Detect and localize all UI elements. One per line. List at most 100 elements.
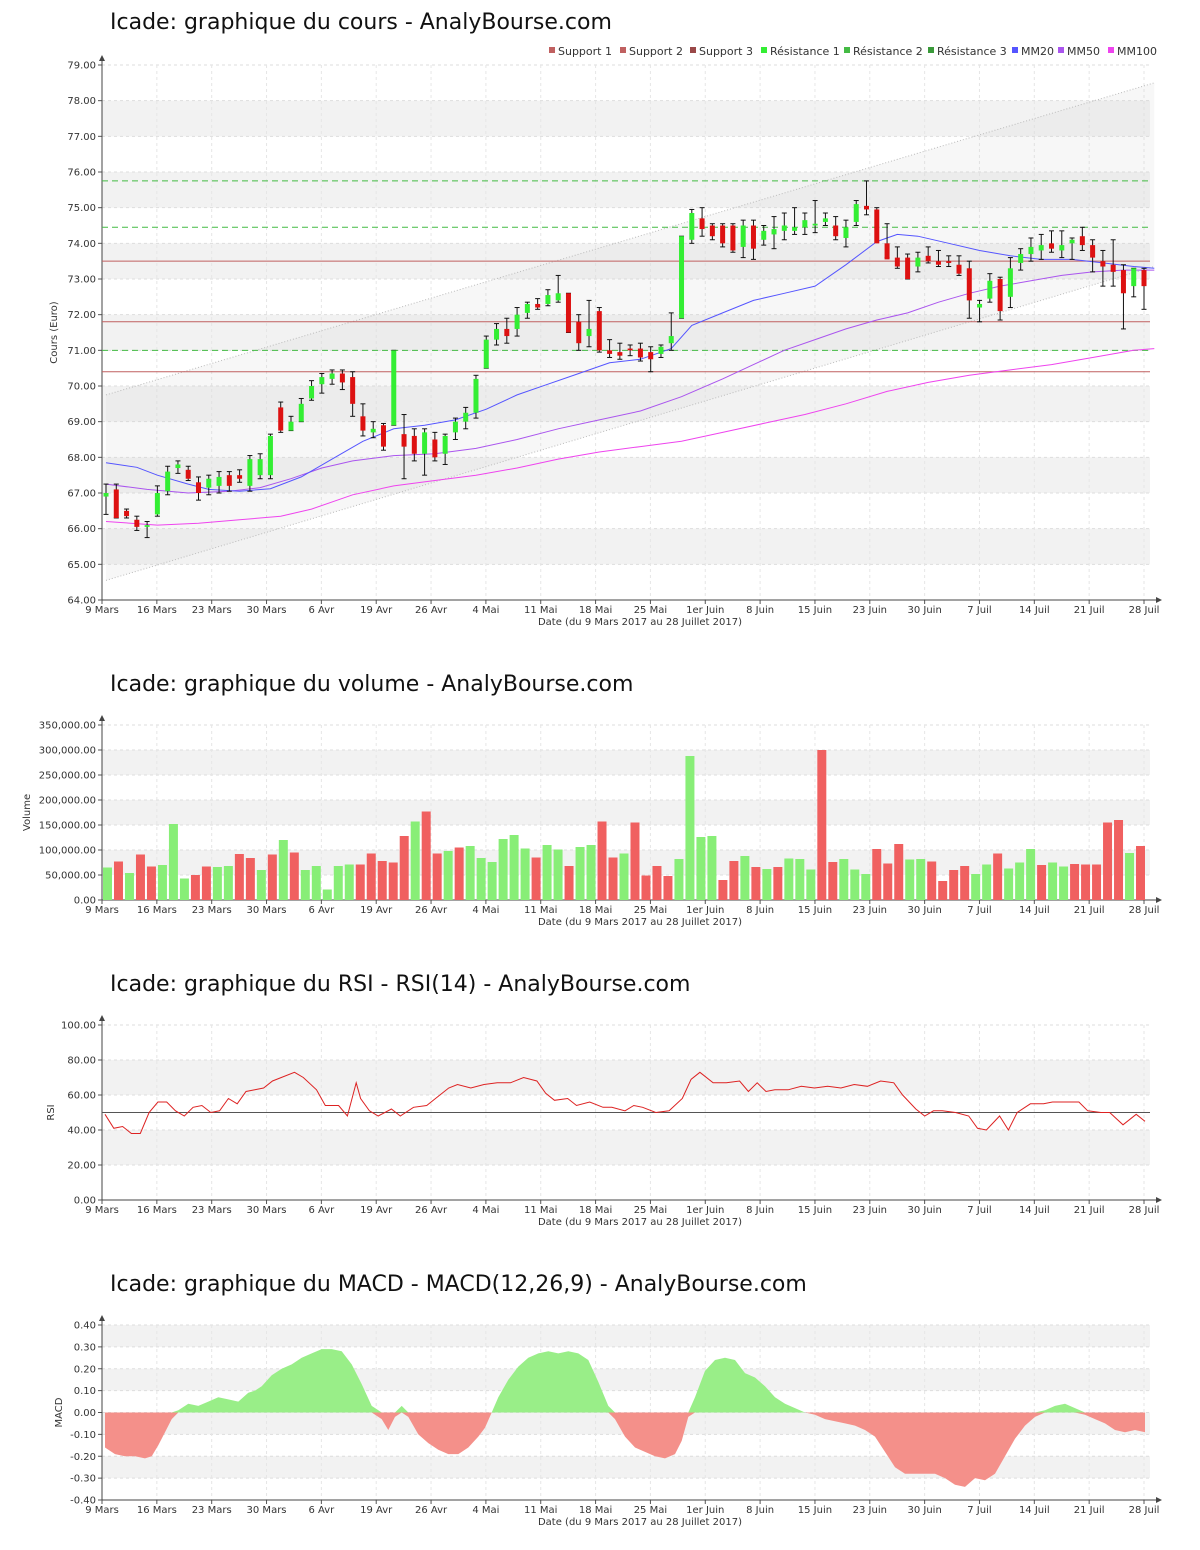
y-tick-label: 66.00 bbox=[67, 524, 96, 535]
volume-bar bbox=[993, 853, 1003, 900]
volume-bar bbox=[553, 849, 563, 900]
x-tick-label: 16 Mars bbox=[137, 1205, 177, 1216]
volume-bar bbox=[773, 867, 783, 900]
candle bbox=[483, 335, 489, 369]
legend-swatch bbox=[620, 47, 626, 53]
legend-label: Support 2 bbox=[629, 45, 683, 58]
x-tick-label: 4 Mai bbox=[472, 605, 499, 616]
y-tick-label: -0.30 bbox=[70, 1474, 96, 1485]
candle bbox=[1131, 267, 1137, 298]
volume-bar bbox=[432, 853, 442, 900]
legend-swatch bbox=[1058, 47, 1064, 53]
candle bbox=[709, 223, 715, 241]
x-tick-label: 21 Juil bbox=[1074, 605, 1105, 616]
y-tick-label: 79.00 bbox=[67, 61, 96, 72]
volume-bar bbox=[223, 866, 233, 900]
volume-bar bbox=[608, 857, 618, 900]
volume-bar bbox=[740, 856, 750, 900]
candle-body bbox=[185, 469, 191, 479]
grid-band bbox=[102, 172, 1150, 208]
volume-bar bbox=[784, 858, 794, 900]
x-tick-label: 18 Mai bbox=[579, 905, 612, 916]
candle-body bbox=[329, 373, 335, 379]
candle-body bbox=[915, 257, 921, 267]
candle bbox=[987, 273, 993, 303]
x-tick-label: 16 Mars bbox=[137, 905, 177, 916]
candle-body bbox=[1028, 246, 1034, 255]
x-tick-label: 26 Avr bbox=[415, 605, 448, 616]
candle bbox=[442, 433, 448, 465]
candle bbox=[432, 431, 438, 462]
candle-body bbox=[812, 223, 818, 226]
candle-body bbox=[925, 255, 931, 262]
volume-bar bbox=[839, 859, 849, 900]
candle-body bbox=[956, 264, 962, 274]
grid-band bbox=[102, 800, 1150, 825]
x-tick-label: 8 Juin bbox=[746, 905, 774, 916]
candle bbox=[1079, 226, 1085, 251]
candle bbox=[761, 225, 767, 246]
y-tick-label: 350,000.00 bbox=[39, 721, 96, 732]
x-tick-label: 8 Juin bbox=[746, 1505, 774, 1516]
candle-body bbox=[689, 213, 695, 240]
x-tick-label: 6 Avr bbox=[308, 605, 335, 616]
grid-band bbox=[102, 1130, 1150, 1165]
volume-bar bbox=[410, 821, 420, 900]
candle-body bbox=[339, 373, 345, 383]
candle-body bbox=[237, 475, 243, 479]
candle-body bbox=[668, 336, 674, 344]
candle bbox=[319, 373, 325, 394]
candle-body bbox=[853, 204, 859, 222]
candle bbox=[452, 417, 458, 440]
volume-bar bbox=[498, 839, 508, 900]
candle-body bbox=[319, 377, 325, 385]
x-tick-label: 23 Juin bbox=[853, 605, 887, 616]
candle bbox=[278, 401, 284, 433]
grid-band bbox=[102, 1060, 1150, 1095]
x-tick-label: 14 Juil bbox=[1019, 905, 1050, 916]
x-tick-label: 4 Mai bbox=[472, 1205, 499, 1216]
x-tick-label: 21 Juil bbox=[1074, 905, 1105, 916]
x-tick-label: 1er Juin bbox=[686, 1505, 724, 1516]
y-tick-label: 0.00 bbox=[74, 1196, 96, 1207]
y-tick-label: 0.30 bbox=[74, 1342, 96, 1353]
volume-bar bbox=[960, 866, 970, 900]
price-chart-title: Icade: graphique du cours - AnalyBourse.… bbox=[110, 10, 612, 35]
rsi-line bbox=[104, 1071, 1146, 1134]
volume-bar bbox=[289, 852, 299, 900]
candle bbox=[1007, 257, 1013, 309]
legend-label: Résistance 2 bbox=[853, 45, 923, 58]
candle bbox=[812, 200, 818, 234]
grid-band bbox=[102, 528, 1150, 565]
candle-body bbox=[1120, 270, 1126, 294]
candle bbox=[1100, 249, 1106, 287]
volume-bar bbox=[366, 853, 376, 900]
candle bbox=[524, 301, 530, 319]
candle-body bbox=[422, 432, 428, 454]
candle bbox=[843, 219, 849, 248]
candle bbox=[401, 414, 407, 480]
x-tick-label: 11 Mai bbox=[524, 1505, 557, 1516]
candle-body bbox=[195, 482, 201, 493]
volume-bar bbox=[762, 869, 772, 900]
candle bbox=[473, 374, 479, 419]
y-tick-label: 0.00 bbox=[74, 896, 96, 907]
candle bbox=[298, 397, 304, 423]
candle-body bbox=[1079, 236, 1085, 246]
volume-bar bbox=[927, 861, 937, 900]
volume-bar bbox=[806, 869, 816, 900]
candle-body bbox=[545, 295, 551, 304]
candle-body bbox=[535, 303, 541, 308]
y-tick-label: 300,000.00 bbox=[39, 746, 96, 757]
candle bbox=[637, 342, 643, 362]
grid-band bbox=[102, 1368, 1150, 1391]
macd-negative-area bbox=[105, 1412, 1145, 1487]
candle bbox=[103, 483, 109, 515]
volume-bar bbox=[597, 821, 607, 900]
volume-bar bbox=[103, 867, 112, 900]
candle-body bbox=[555, 293, 561, 301]
x-tick-label: 11 Mai bbox=[524, 905, 557, 916]
grid-band bbox=[102, 386, 1150, 422]
candle bbox=[144, 521, 150, 539]
candle-body bbox=[134, 519, 140, 527]
